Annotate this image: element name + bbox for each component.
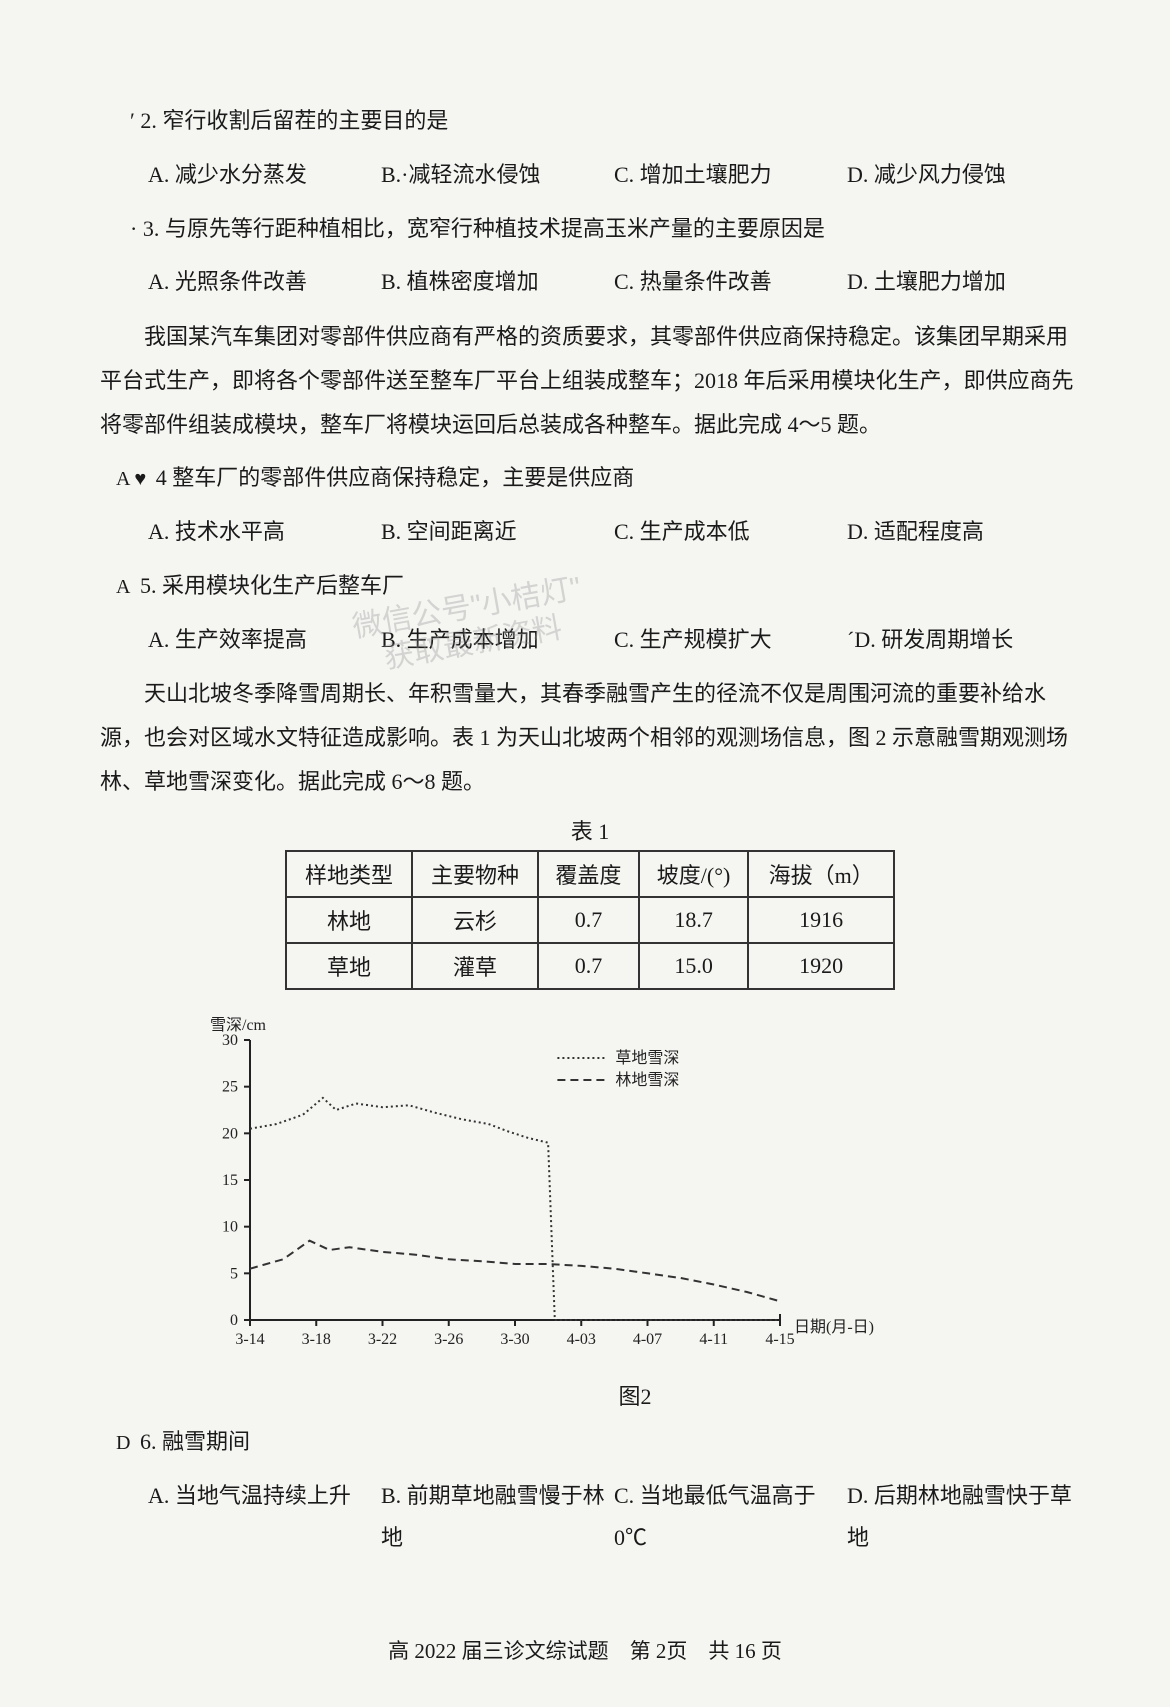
- svg-text:雪深/cm: 雪深/cm: [210, 1016, 267, 1034]
- q2-opt-b: B.·减轻流水侵蚀: [381, 154, 614, 196]
- svg-text:30: 30: [222, 1032, 238, 1049]
- q3-opt-b: B. 植株密度增加: [381, 261, 614, 303]
- svg-text:日期(月-日): 日期(月-日): [794, 1318, 874, 1336]
- table1-h2: 覆盖度: [538, 851, 639, 897]
- q5-text: 采用模块化生产后整车厂: [162, 573, 404, 598]
- svg-text:5: 5: [230, 1266, 238, 1283]
- table1-r0c1: 云杉: [412, 897, 538, 943]
- svg-text:3-22: 3-22: [368, 1331, 397, 1348]
- snow-depth-chart: 雪深/cm 0 5 10 15 20 25 30 3-14 3-18 3-22 3-26 3-30 4-0…: [190, 1010, 1080, 1411]
- table1-r1c3: 15.0: [639, 943, 748, 989]
- q5-handmark: A: [116, 576, 130, 598]
- table1-r0c3: 18.7: [639, 897, 748, 943]
- svg-text:10: 10: [222, 1219, 238, 1236]
- q5-options: A. 生产效率提高 B. 生产成本增加 C. 生产规模扩大 ´D. 研发周期增长: [100, 619, 1080, 661]
- q6-opt-d: D. 后期林地融雪快于草地: [847, 1475, 1080, 1559]
- q3-opt-a: A. 光照条件改善: [148, 261, 381, 303]
- q3-text: 与原先等行距种植相比，宽窄行种植技术提高玉米产量的主要原因是: [165, 216, 825, 241]
- q4-options: A. 技术水平高 B. 空间距离近 C. 生产成本低 D. 适配程度高: [100, 511, 1080, 553]
- table-row: 草地 灌草 0.7 15.0 1920: [286, 943, 894, 989]
- q2-text: 窄行收割后留茬的主要目的是: [162, 108, 448, 133]
- q2-mark: ′: [130, 108, 135, 133]
- table1-h3: 坡度/(°): [639, 851, 748, 897]
- q2-number: 2.: [140, 108, 157, 133]
- svg-text:4-07: 4-07: [633, 1331, 662, 1348]
- table1-r1c0: 草地: [286, 943, 412, 989]
- table1-h0: 样地类型: [286, 851, 412, 897]
- q2-options: A. 减少水分蒸发 B.·减轻流水侵蚀 C. 增加土壤肥力 D. 减少风力侵蚀: [100, 154, 1080, 196]
- q5-opt-b: B. 生产成本增加: [381, 619, 614, 661]
- svg-text:3-30: 3-30: [500, 1331, 529, 1348]
- svg-text:林地雪深: 林地雪深: [615, 1071, 679, 1089]
- q2-opt-d: D. 减少风力侵蚀: [847, 154, 1080, 196]
- svg-text:25: 25: [222, 1079, 238, 1096]
- page-footer: 高 2022 届三诊文综试题 第 2页 共 16 页: [0, 1635, 1170, 1665]
- q5-number: 5.: [140, 573, 157, 598]
- svg-text:0: 0: [230, 1312, 238, 1329]
- svg-text:3-14: 3-14: [235, 1331, 264, 1348]
- q2-opt-a: A. 减少水分蒸发: [148, 154, 381, 196]
- q4-text: 整车厂的零部件供应商保持稳定，主要是供应商: [172, 465, 634, 490]
- svg-text:3-18: 3-18: [302, 1331, 331, 1348]
- q4-opt-a: A. 技术水平高: [148, 511, 381, 553]
- svg-text:3-26: 3-26: [434, 1331, 463, 1348]
- table1: 样地类型 主要物种 覆盖度 坡度/(°) 海拔（m） 林地 云杉 0.7 18.…: [285, 850, 895, 990]
- q6-opt-c: C. 当地最低气温高于 0℃: [614, 1475, 847, 1559]
- table1-r1c1: 灌草: [412, 943, 538, 989]
- q3-number: 3.: [143, 216, 160, 241]
- question-2: ′ 2. 窄行收割后留茬的主要目的是: [100, 100, 1080, 142]
- q6-handmark: D: [116, 1432, 130, 1454]
- q3-opt-d: D. 土壤肥力增加: [847, 261, 1080, 303]
- q3-options: A. 光照条件改善 B. 植株密度增加 C. 热量条件改善 D. 土壤肥力增加: [100, 261, 1080, 303]
- q4-handmark: A ♥: [116, 468, 146, 490]
- svg-text:草地雪深: 草地雪深: [615, 1049, 679, 1067]
- table1-r0c2: 0.7: [538, 897, 639, 943]
- q5-opt-d: ´D. 研发周期增长: [847, 619, 1080, 661]
- passage-1-text: 我国某汽车集团对零部件供应商有严格的资质要求，其零部件供应商保持稳定。该集团早期…: [100, 315, 1080, 447]
- question-6: D 6. 融雪期间: [100, 1421, 1080, 1463]
- table1-header-row: 样地类型 主要物种 覆盖度 坡度/(°) 海拔（m）: [286, 851, 894, 897]
- q4-number: 4: [156, 465, 167, 490]
- table1-r1c2: 0.7: [538, 943, 639, 989]
- table1-r1c4: 1920: [748, 943, 894, 989]
- question-3: · 3. 与原先等行距种植相比，宽窄行种植技术提高玉米产量的主要原因是: [100, 208, 1080, 250]
- q4-opt-d: D. 适配程度高: [847, 511, 1080, 553]
- q6-opt-b: B. 前期草地融雪慢于林地: [381, 1475, 614, 1559]
- chart-bottom-title: 图2: [190, 1379, 1080, 1411]
- table1-r0c4: 1916: [748, 897, 894, 943]
- svg-text:20: 20: [222, 1126, 238, 1143]
- q5-opt-a: A. 生产效率提高: [148, 619, 381, 661]
- q3-opt-c: C. 热量条件改善: [614, 261, 847, 303]
- svg-text:4-03: 4-03: [567, 1331, 596, 1348]
- table1-title: 表 1: [100, 814, 1080, 846]
- q4-opt-b: B. 空间距离近: [381, 511, 614, 553]
- chart-svg: 雪深/cm 0 5 10 15 20 25 30 3-14 3-18 3-22 3-26 3-30 4-0…: [190, 1010, 890, 1370]
- q3-mark: ·: [130, 216, 137, 241]
- q2-opt-c: C. 增加土壤肥力: [614, 154, 847, 196]
- q5-opt-c: C. 生产规模扩大: [614, 619, 847, 661]
- svg-text:15: 15: [222, 1172, 238, 1189]
- table-row: 林地 云杉 0.7 18.7 1916: [286, 897, 894, 943]
- question-4: A ♥ 4 整车厂的零部件供应商保持稳定，主要是供应商: [100, 457, 1080, 499]
- table1-h1: 主要物种: [412, 851, 538, 897]
- q6-number: 6.: [140, 1429, 157, 1454]
- passage-1: 我国某汽车集团对零部件供应商有严格的资质要求，其零部件供应商保持稳定。该集团早期…: [100, 315, 1080, 447]
- q4-opt-c: C. 生产成本低: [614, 511, 847, 553]
- table1-h4: 海拔（m）: [748, 851, 894, 897]
- passage-2-text: 天山北坡冬季降雪周期长、年积雪量大，其春季融雪产生的径流不仅是周围河流的重要补给…: [100, 672, 1080, 804]
- svg-text:4-11: 4-11: [699, 1331, 728, 1348]
- table1-r0c0: 林地: [286, 897, 412, 943]
- q6-opt-a: A. 当地气温持续上升: [148, 1475, 381, 1559]
- q6-options: A. 当地气温持续上升 B. 前期草地融雪慢于林地 C. 当地最低气温高于 0℃…: [100, 1475, 1080, 1559]
- svg-text:4-15: 4-15: [765, 1331, 794, 1348]
- q6-text: 融雪期间: [162, 1429, 250, 1454]
- passage-2: 天山北坡冬季降雪周期长、年积雪量大，其春季融雪产生的径流不仅是周围河流的重要补给…: [100, 672, 1080, 804]
- question-5: A 5. 采用模块化生产后整车厂: [100, 565, 1080, 607]
